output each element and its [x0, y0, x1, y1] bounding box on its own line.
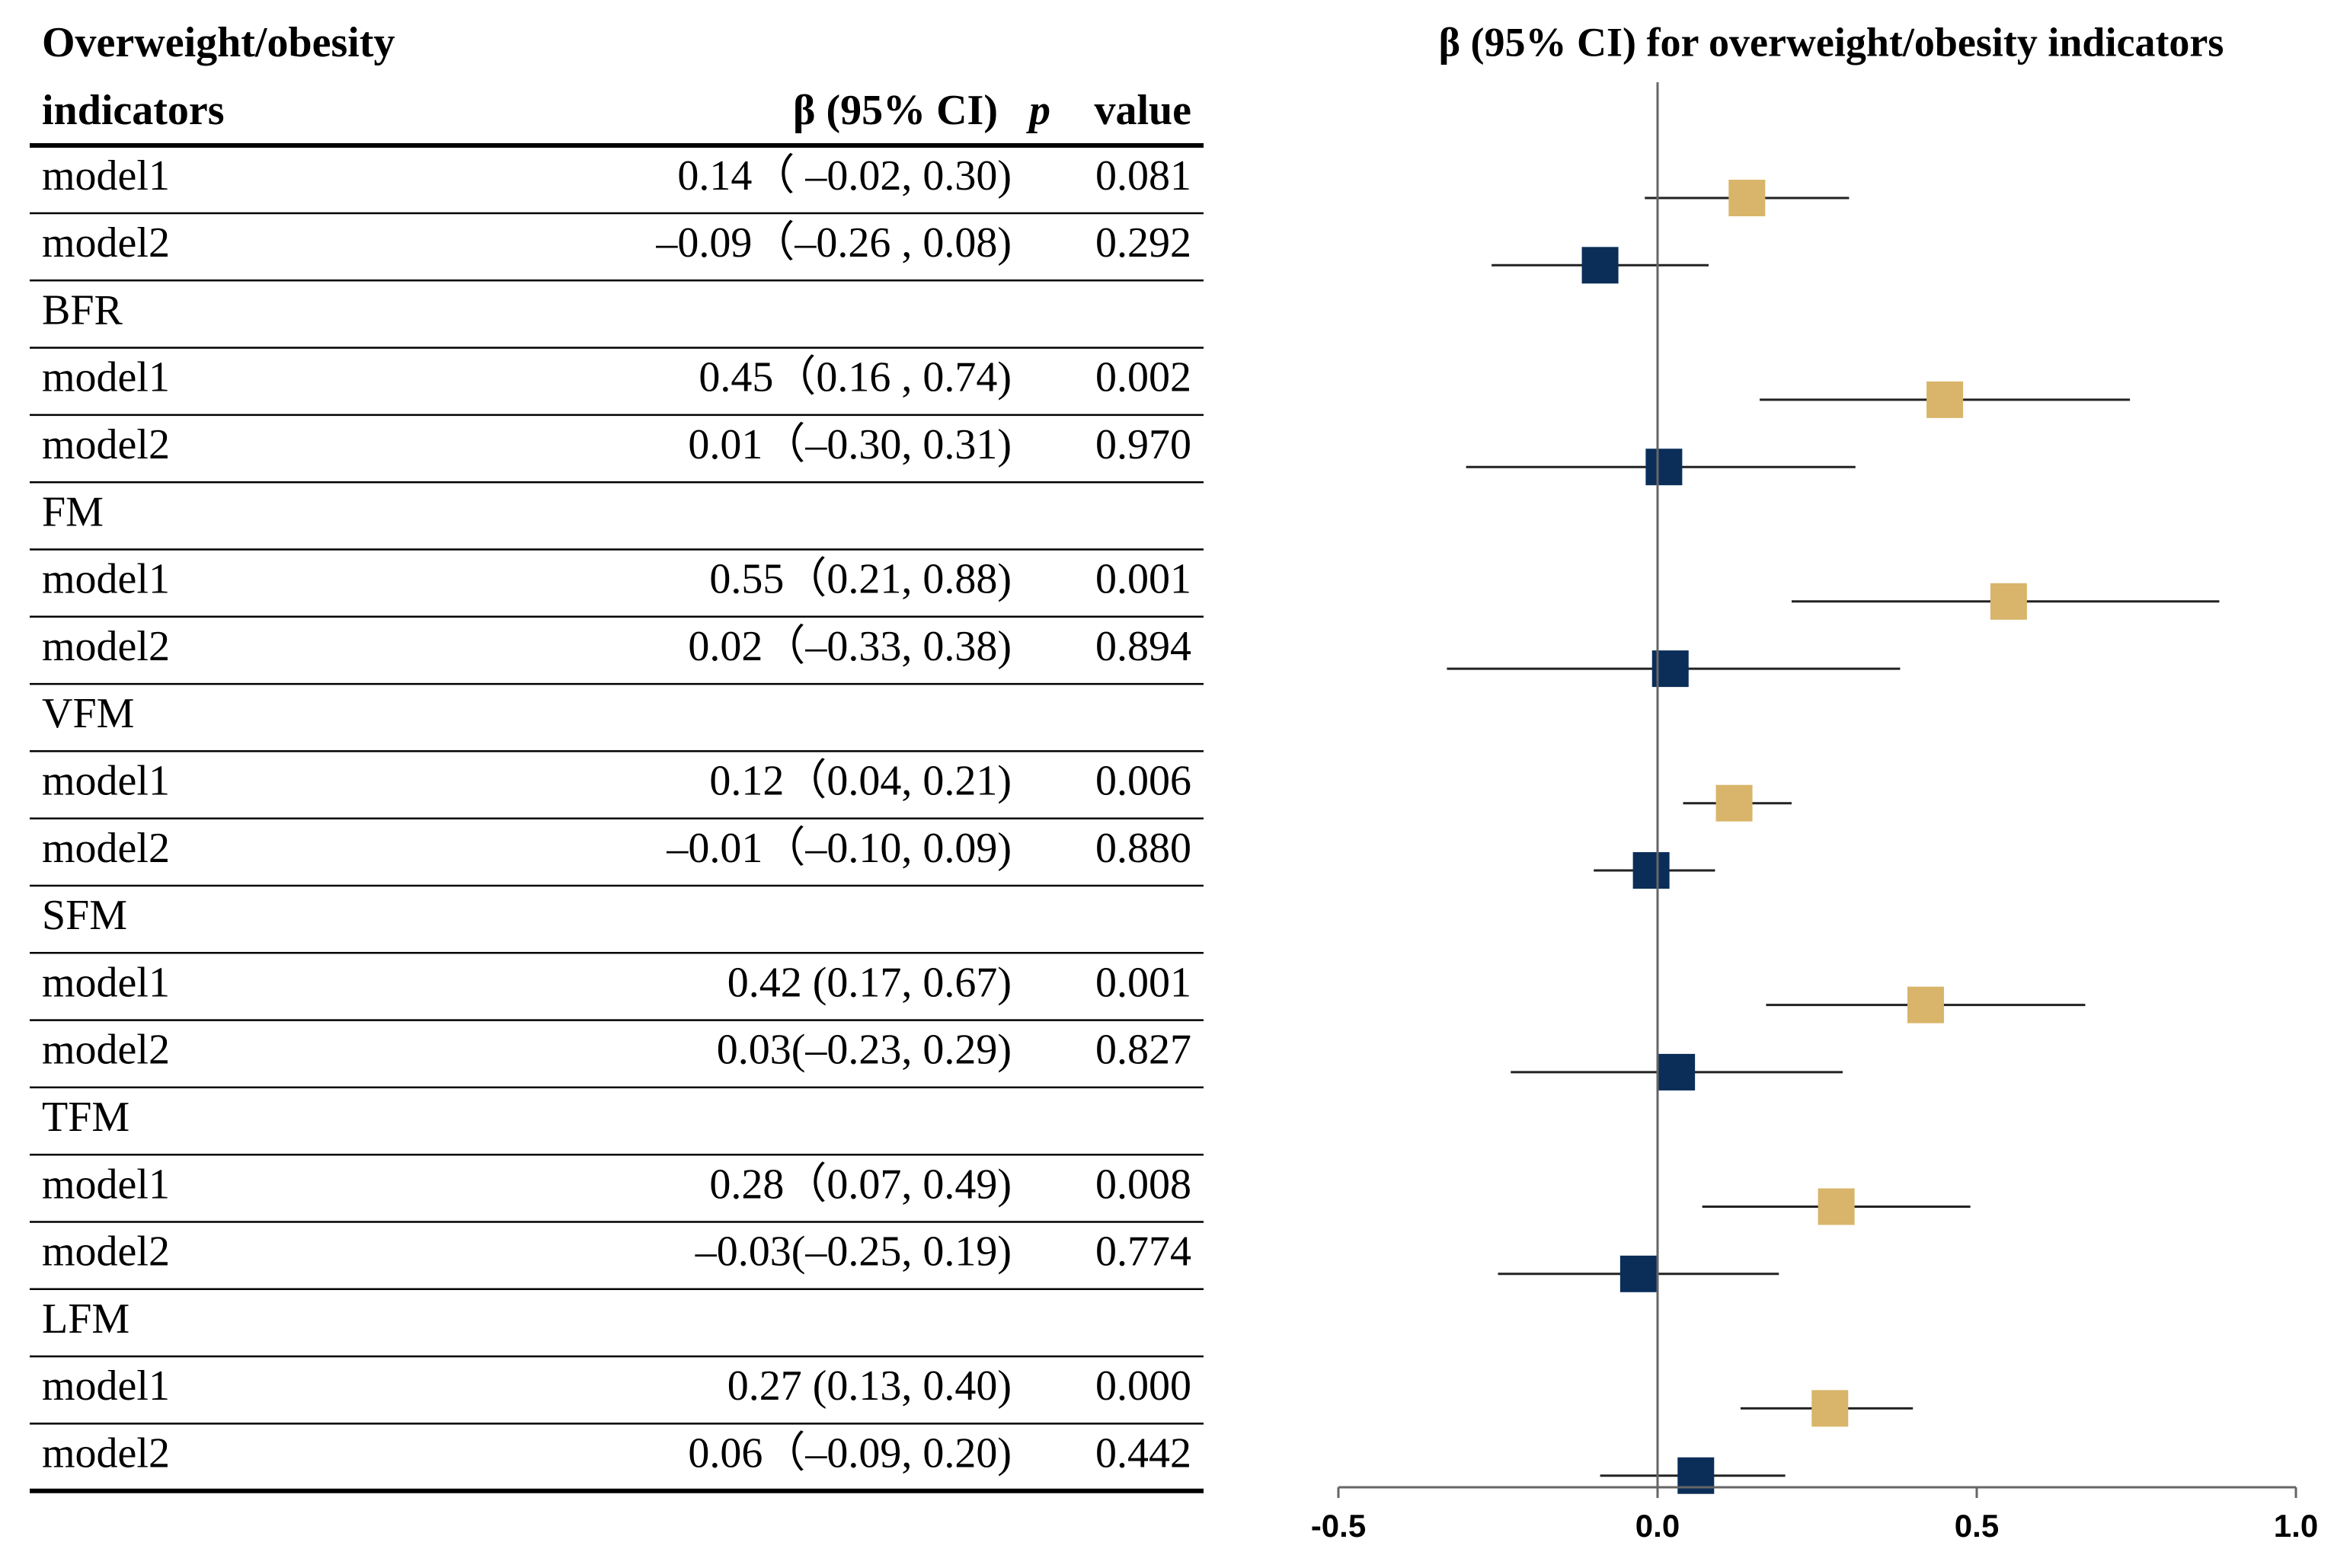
model-label: model2 — [42, 1430, 170, 1477]
model-label: model2 — [42, 623, 170, 670]
model-label: model2 — [42, 219, 170, 267]
header-p: p — [1026, 87, 1050, 134]
model-label: model2 — [42, 825, 170, 872]
estimate — [1926, 381, 1964, 418]
group-label: BFR — [42, 286, 123, 334]
estimate — [1619, 1255, 1657, 1292]
estimate — [1632, 852, 1670, 889]
estimate — [1811, 1390, 1849, 1427]
estimate — [1990, 583, 2027, 620]
model-label: model1 — [42, 1161, 170, 1208]
p-value: 0.008 — [1095, 1161, 1191, 1208]
p-value: 0.827 — [1095, 1027, 1191, 1074]
p-value: 0.001 — [1095, 556, 1191, 603]
group-label: LFM — [42, 1295, 129, 1343]
estimate — [1581, 247, 1619, 284]
beta-ci: 0.27 (0.13, 0.40) — [727, 1362, 1012, 1410]
beta-ci: 0.42 (0.17, 0.67) — [727, 959, 1012, 1006]
model-label: model1 — [42, 1362, 170, 1410]
x-tick-label: 0.5 — [1955, 1508, 1999, 1544]
beta-ci: 0.28（0.07, 0.49) — [709, 1161, 1012, 1208]
estimate — [1715, 784, 1753, 822]
p-value: 0.442 — [1095, 1430, 1191, 1477]
header-indicator: indicators — [42, 87, 225, 134]
estimate — [1907, 986, 1944, 1024]
p-value: 0.001 — [1095, 959, 1191, 1006]
p-value: 0.970 — [1095, 421, 1191, 468]
x-tick-label: -0.5 — [1311, 1508, 1366, 1544]
beta-ci: –0.03(–0.25, 0.19) — [695, 1228, 1012, 1276]
beta-ci: 0.55（0.21, 0.88) — [709, 556, 1012, 603]
beta-ci: 0.03(–0.23, 0.29) — [717, 1027, 1012, 1074]
x-tick-label: 1.0 — [2274, 1508, 2318, 1544]
p-value: 0.894 — [1095, 623, 1191, 670]
beta-ci: 0.02（–0.33, 0.38) — [688, 623, 1012, 670]
p-value: 0.774 — [1095, 1228, 1191, 1276]
p-value: 0.292 — [1095, 219, 1191, 267]
p-value: 0.880 — [1095, 825, 1191, 872]
p-value: 0.081 — [1095, 152, 1191, 200]
group-label: VFM — [42, 690, 134, 737]
beta-ci: 0.14（ –0.02, 0.30) — [677, 152, 1012, 200]
model-label: model1 — [42, 354, 170, 401]
beta-ci: 0.12（0.04, 0.21) — [709, 758, 1012, 805]
beta-ci: –0.09（–0.26 , 0.08) — [655, 219, 1012, 267]
group-label: TFM — [42, 1094, 129, 1141]
header-indicator: Overweight/obesity — [42, 19, 395, 66]
header-value: value — [1094, 87, 1191, 134]
x-tick-label: 0.0 — [1635, 1508, 1680, 1544]
model-label: model1 — [42, 758, 170, 805]
model-label: model1 — [42, 152, 170, 200]
beta-ci: 0.06（–0.09, 0.20) — [688, 1430, 1012, 1477]
p-value: 0.002 — [1095, 354, 1191, 401]
beta-ci: 0.01（–0.30, 0.31) — [688, 421, 1012, 468]
p-value: 0.000 — [1095, 1362, 1191, 1410]
model-label: model2 — [42, 1027, 170, 1074]
group-label: FM — [42, 488, 104, 535]
chart-title: β (95% CI) for overweight/obesity indica… — [1439, 19, 2224, 65]
estimate — [1645, 449, 1683, 486]
estimate — [1818, 1188, 1855, 1225]
group-label: SFM — [42, 892, 127, 939]
estimate — [1658, 1053, 1696, 1091]
model-label: model1 — [42, 959, 170, 1006]
estimate — [1728, 180, 1766, 216]
p-value: 0.006 — [1095, 758, 1191, 805]
model-label: model2 — [42, 1228, 170, 1276]
beta-ci: –0.01（–0.10, 0.09) — [666, 825, 1012, 872]
beta-ci: 0.45（0.16 , 0.74) — [699, 354, 1012, 401]
model-label: model1 — [42, 556, 170, 603]
model-label: model2 — [42, 421, 170, 468]
header-beta: β (95% CI) — [793, 87, 998, 134]
